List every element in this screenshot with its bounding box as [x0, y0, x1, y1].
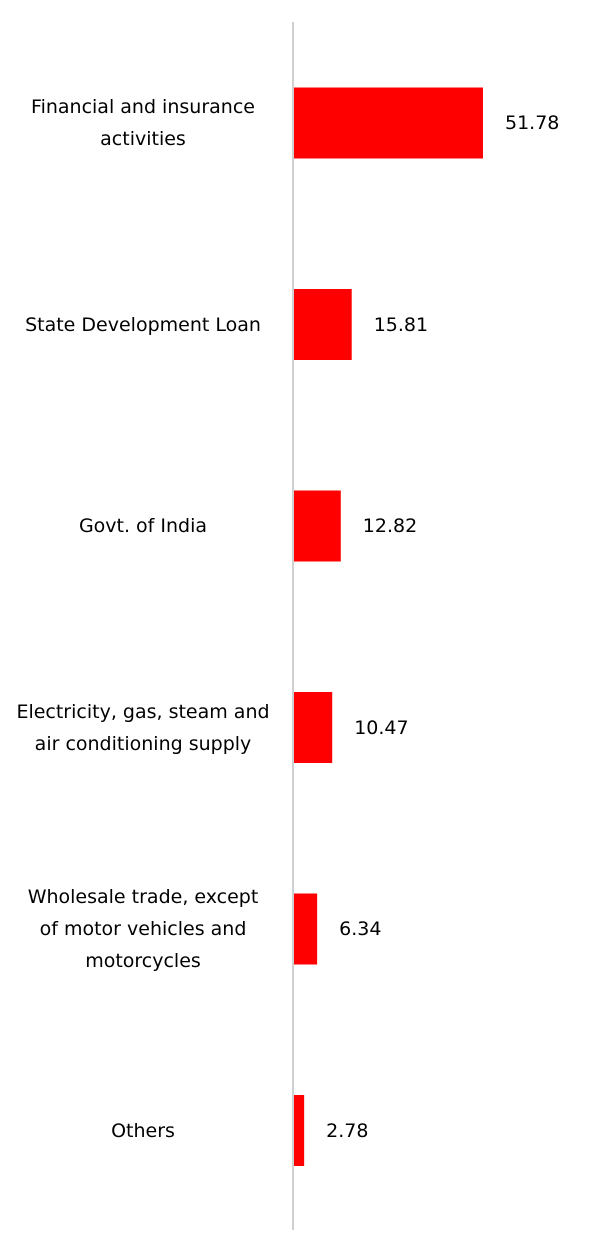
- category-label-5: Others: [111, 1119, 175, 1142]
- category-label-3: Electricity, gas, steam and air conditio…: [16, 700, 270, 755]
- category-label-1: State Development Loan: [25, 313, 261, 336]
- value-label-5: 2.78: [326, 1119, 369, 1142]
- bar-4: [294, 893, 318, 965]
- bar-2: [294, 490, 341, 562]
- bar-3: [294, 692, 333, 763]
- value-label-2: 12.82: [362, 515, 418, 537]
- category-label-0: Financial and insurance activities: [31, 96, 255, 150]
- value-label-0: 51.78: [505, 112, 560, 134]
- value-label-3: 10.47: [354, 716, 409, 739]
- bar-5: [294, 1095, 305, 1166]
- category-label-4: Wholesale trade, except of motor vehicle…: [27, 886, 259, 972]
- value-label-4: 6.34: [339, 918, 382, 940]
- bar-0: [294, 87, 483, 159]
- category-label-2: Govt. of India: [78, 515, 208, 537]
- value-label-1: 15.81: [373, 313, 429, 336]
- bars-group: [294, 87, 483, 1166]
- bar-1: [294, 289, 352, 360]
